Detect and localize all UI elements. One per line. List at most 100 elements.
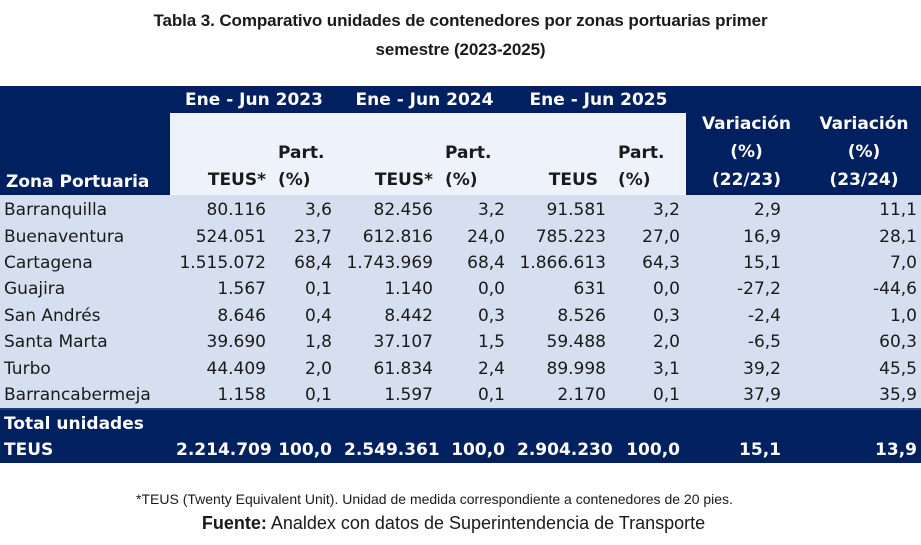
- cell-teus-2025: 89.998: [511, 355, 612, 382]
- cell-var-22-23: -2,4: [686, 302, 807, 329]
- cell-teus-2024: 8.442: [338, 302, 439, 329]
- table-row: Buenaventura 524.051 23,7 612.816 24,0 785.22…: [0, 223, 921, 250]
- header-part-2024: Part. (%): [439, 113, 511, 195]
- table-row: Cartagena 1.515.072 68,4 1.743.969 68,4 1.866…: [0, 249, 921, 277]
- cell-zone-name: Cartagena: [0, 249, 170, 277]
- cell-part-2023: 3,6: [272, 195, 338, 224]
- header-variation-22-23-line3: (22/23): [711, 170, 782, 190]
- total-part-2023: 100,0: [272, 437, 338, 464]
- cell-teus-2025: 8.526: [511, 302, 612, 329]
- cell-zone-name: Barrancabermeja: [0, 381, 170, 410]
- source-label: Fuente:: [201, 513, 267, 533]
- header-part-2025: Part. (%): [612, 113, 686, 195]
- cell-var-23-24: 28,1: [807, 223, 921, 250]
- header-part-2023-line2: (%): [278, 170, 311, 190]
- total-teus-2025: 2.904.230: [511, 437, 613, 464]
- header-period-2024: Ene - Jun 2024: [338, 86, 511, 113]
- header-variation-22-23-line2: (%): [730, 142, 763, 162]
- cell-var-22-23: -27,2: [686, 276, 807, 303]
- cell-teus-2023: 1.158: [170, 381, 272, 410]
- header-part-2023: Part. (%): [272, 113, 338, 195]
- header-row-columns: TEUS* Part. (%) TEUS* Part. (%) TEUS Part.…: [0, 113, 921, 195]
- table-row: Barranquilla 80.116 3,6 82.456 3,2 91.581 3,2 2…: [0, 195, 921, 224]
- cell-var-23-24: 35,9: [807, 381, 921, 410]
- cell-var-22-23: 2,9: [686, 195, 807, 224]
- table-title: Tabla 3. Comparativo unidades de contene…: [0, 6, 921, 64]
- cell-teus-2023: 44.409: [170, 355, 272, 382]
- cell-teus-2024: 37.107: [338, 328, 439, 356]
- table-row: Guajira 1.567 0,1 1.140 0,0 631 0,0 -27,2 -44,6: [0, 276, 921, 303]
- header-teus-2024: TEUS*: [338, 113, 439, 195]
- cell-teus-2025: 91.581: [511, 195, 612, 224]
- header-variation-23-24-line3: (23/24): [829, 170, 899, 190]
- table-row: Turbo 44.409 2,0 61.834 2,4 89.998 3,1 39,2 45,5: [0, 355, 921, 382]
- cell-zone-name: Guajira: [0, 276, 170, 303]
- cell-var-23-24: 1,0: [807, 302, 921, 329]
- total-part-2024: 100,0: [439, 437, 511, 464]
- cell-var-22-23: 37,9: [686, 381, 807, 410]
- cell-var-23-24: 45,5: [807, 355, 921, 382]
- header-part-2025-line2: (%): [618, 170, 651, 190]
- source-text: Analdex con datos de Superintendencia de…: [266, 513, 706, 533]
- cell-var-23-24: 60,3: [807, 328, 921, 356]
- header-part-2023-line1: Part.: [278, 143, 325, 163]
- cell-part-2024: 0,1: [439, 381, 511, 410]
- total-part-2025: 100,0: [612, 437, 686, 464]
- cell-teus-2023: 524.051: [170, 223, 272, 250]
- cell-part-2023: 0,1: [272, 381, 338, 410]
- cell-part-2025: 2,0: [612, 328, 686, 356]
- header-teus-2023: TEUS*: [170, 113, 272, 195]
- cell-part-2025: 3,2: [612, 195, 686, 224]
- cell-part-2023: 0,4: [272, 302, 338, 329]
- cell-teus-2023: 80.116: [170, 195, 272, 224]
- cell-part-2025: 0,1: [612, 381, 686, 410]
- table-notes: *TEUS (Twenty Equivalent Unit). Unidad d…: [0, 488, 921, 536]
- header-variation-23-24-line1: Variación: [819, 114, 909, 134]
- cell-var-23-24: -44,6: [807, 276, 921, 303]
- container-units-table: Zona Portuaria Ene - Jun 2023 Ene - Jun …: [0, 86, 921, 464]
- cell-teus-2025: 631: [511, 276, 612, 303]
- header-part-2024-line1: Part.: [445, 143, 492, 163]
- cell-part-2025: 0,0: [612, 276, 686, 303]
- cell-var-22-23: -6,5: [686, 328, 807, 356]
- cell-teus-2024: 1.743.969: [338, 249, 439, 277]
- header-row-periods: Zona Portuaria Ene - Jun 2023 Ene - Jun …: [0, 86, 921, 195]
- header-teus-2025: TEUS: [511, 113, 612, 195]
- cell-var-23-24: 7,0: [807, 249, 921, 277]
- header-part-2024-line2: (%): [445, 170, 478, 190]
- header-variation-22-23: Variación (%) (22/23): [686, 86, 807, 195]
- header-zone: Zona Portuaria: [0, 86, 170, 195]
- cell-part-2023: 23,7: [272, 223, 338, 250]
- cell-var-22-23: 15,1: [686, 249, 807, 277]
- header-variation-22-23-line1: Variación: [701, 114, 792, 134]
- header-variation-23-24: Variación (%) (23/24): [807, 86, 921, 195]
- total-var-23-24: 13,9: [807, 437, 921, 464]
- cell-part-2024: 0,3: [439, 302, 511, 329]
- cell-teus-2023: 39.690: [170, 328, 272, 356]
- cell-part-2025: 64,3: [612, 249, 686, 277]
- cell-zone-name: San Andrés: [0, 302, 170, 329]
- header-variation-23-24-line2: (%): [847, 142, 881, 162]
- total-row-label: Total unidades: [0, 408, 921, 438]
- cell-zone-name: Barranquilla: [0, 195, 170, 224]
- total-label-line2: TEUS: [0, 437, 170, 464]
- cell-part-2023: 1,8: [272, 328, 338, 356]
- cell-part-2025: 0,3: [612, 302, 686, 329]
- cell-var-22-23: 16,9: [686, 223, 807, 250]
- table-body: Barranquilla 80.116 3,6 82.456 3,2 91.581 3,2 2…: [0, 195, 921, 410]
- total-row-values: TEUS 2.214.709 100,0 2.549.361 100,0 2.9…: [0, 437, 921, 464]
- cell-part-2023: 2,0: [272, 355, 338, 382]
- cell-part-2025: 27,0: [612, 223, 686, 250]
- table-row: Santa Marta 39.690 1,8 37.107 1,5 59.488 2,0 -6…: [0, 328, 921, 356]
- cell-zone-name: Turbo: [0, 355, 170, 382]
- cell-part-2024: 3,2: [439, 195, 511, 224]
- table-total: Total unidades TEUS 2.214.709 100,0 2.54…: [0, 408, 921, 464]
- table-title-line2: semestre (2023-2025): [375, 40, 546, 59]
- table-row: San Andrés 8.646 0,4 8.442 0,3 8.526 0,3 -2,4 1,…: [0, 302, 921, 329]
- cell-teus-2024: 61.834: [338, 355, 439, 382]
- cell-part-2023: 0,1: [272, 276, 338, 303]
- cell-teus-2025: 1.866.613: [511, 249, 612, 277]
- cell-part-2025: 3,1: [612, 355, 686, 382]
- cell-part-2024: 1,5: [439, 328, 511, 356]
- cell-part-2024: 24,0: [439, 223, 511, 250]
